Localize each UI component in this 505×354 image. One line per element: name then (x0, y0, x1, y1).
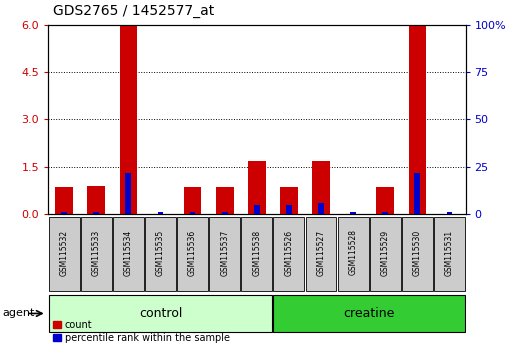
Text: GSM115527: GSM115527 (316, 229, 325, 275)
FancyBboxPatch shape (273, 217, 304, 291)
FancyBboxPatch shape (177, 217, 208, 291)
FancyBboxPatch shape (209, 217, 240, 291)
Bar (55, 187, 73, 214)
FancyBboxPatch shape (273, 295, 464, 332)
Bar (254, 205, 259, 214)
FancyBboxPatch shape (113, 217, 143, 291)
Bar (216, 187, 233, 214)
Bar (183, 187, 201, 214)
Text: agent: agent (3, 308, 35, 319)
Bar (382, 212, 387, 214)
Bar (285, 205, 291, 214)
Text: GSM115537: GSM115537 (220, 229, 229, 276)
Bar (312, 160, 329, 214)
FancyBboxPatch shape (433, 217, 464, 291)
Text: GSM115531: GSM115531 (444, 229, 453, 275)
Bar (157, 212, 163, 214)
FancyBboxPatch shape (48, 295, 272, 332)
Text: GSM115535: GSM115535 (156, 229, 165, 276)
Bar (349, 212, 356, 214)
Bar (119, 25, 137, 214)
Text: GSM115538: GSM115538 (252, 229, 261, 275)
Bar (408, 25, 425, 214)
Bar (318, 203, 323, 214)
FancyBboxPatch shape (241, 217, 272, 291)
FancyBboxPatch shape (81, 217, 112, 291)
Bar (280, 187, 297, 214)
Bar (189, 212, 195, 214)
Text: creatine: creatine (343, 307, 394, 320)
Bar (87, 186, 105, 214)
Bar (221, 212, 227, 214)
Bar (446, 212, 451, 214)
FancyBboxPatch shape (369, 217, 400, 291)
Text: GSM115536: GSM115536 (188, 229, 196, 276)
Legend: count, percentile rank within the sample: count, percentile rank within the sample (53, 320, 229, 343)
Bar (414, 172, 420, 214)
Bar (376, 187, 393, 214)
Text: GSM115529: GSM115529 (380, 229, 389, 275)
Text: GSM115526: GSM115526 (284, 229, 293, 275)
Text: GSM115534: GSM115534 (124, 229, 133, 276)
Text: GSM115528: GSM115528 (348, 229, 357, 275)
FancyBboxPatch shape (401, 217, 432, 291)
Bar (61, 212, 67, 214)
Bar (93, 212, 99, 214)
Text: GSM115532: GSM115532 (60, 229, 69, 275)
FancyBboxPatch shape (337, 217, 368, 291)
FancyBboxPatch shape (305, 217, 336, 291)
Text: control: control (138, 307, 182, 320)
Text: GSM115530: GSM115530 (412, 229, 421, 276)
Text: GDS2765 / 1452577_at: GDS2765 / 1452577_at (53, 4, 214, 18)
Text: GSM115533: GSM115533 (91, 229, 100, 276)
FancyBboxPatch shape (48, 217, 79, 291)
Bar (125, 172, 131, 214)
Bar (247, 160, 265, 214)
FancyBboxPatch shape (145, 217, 176, 291)
